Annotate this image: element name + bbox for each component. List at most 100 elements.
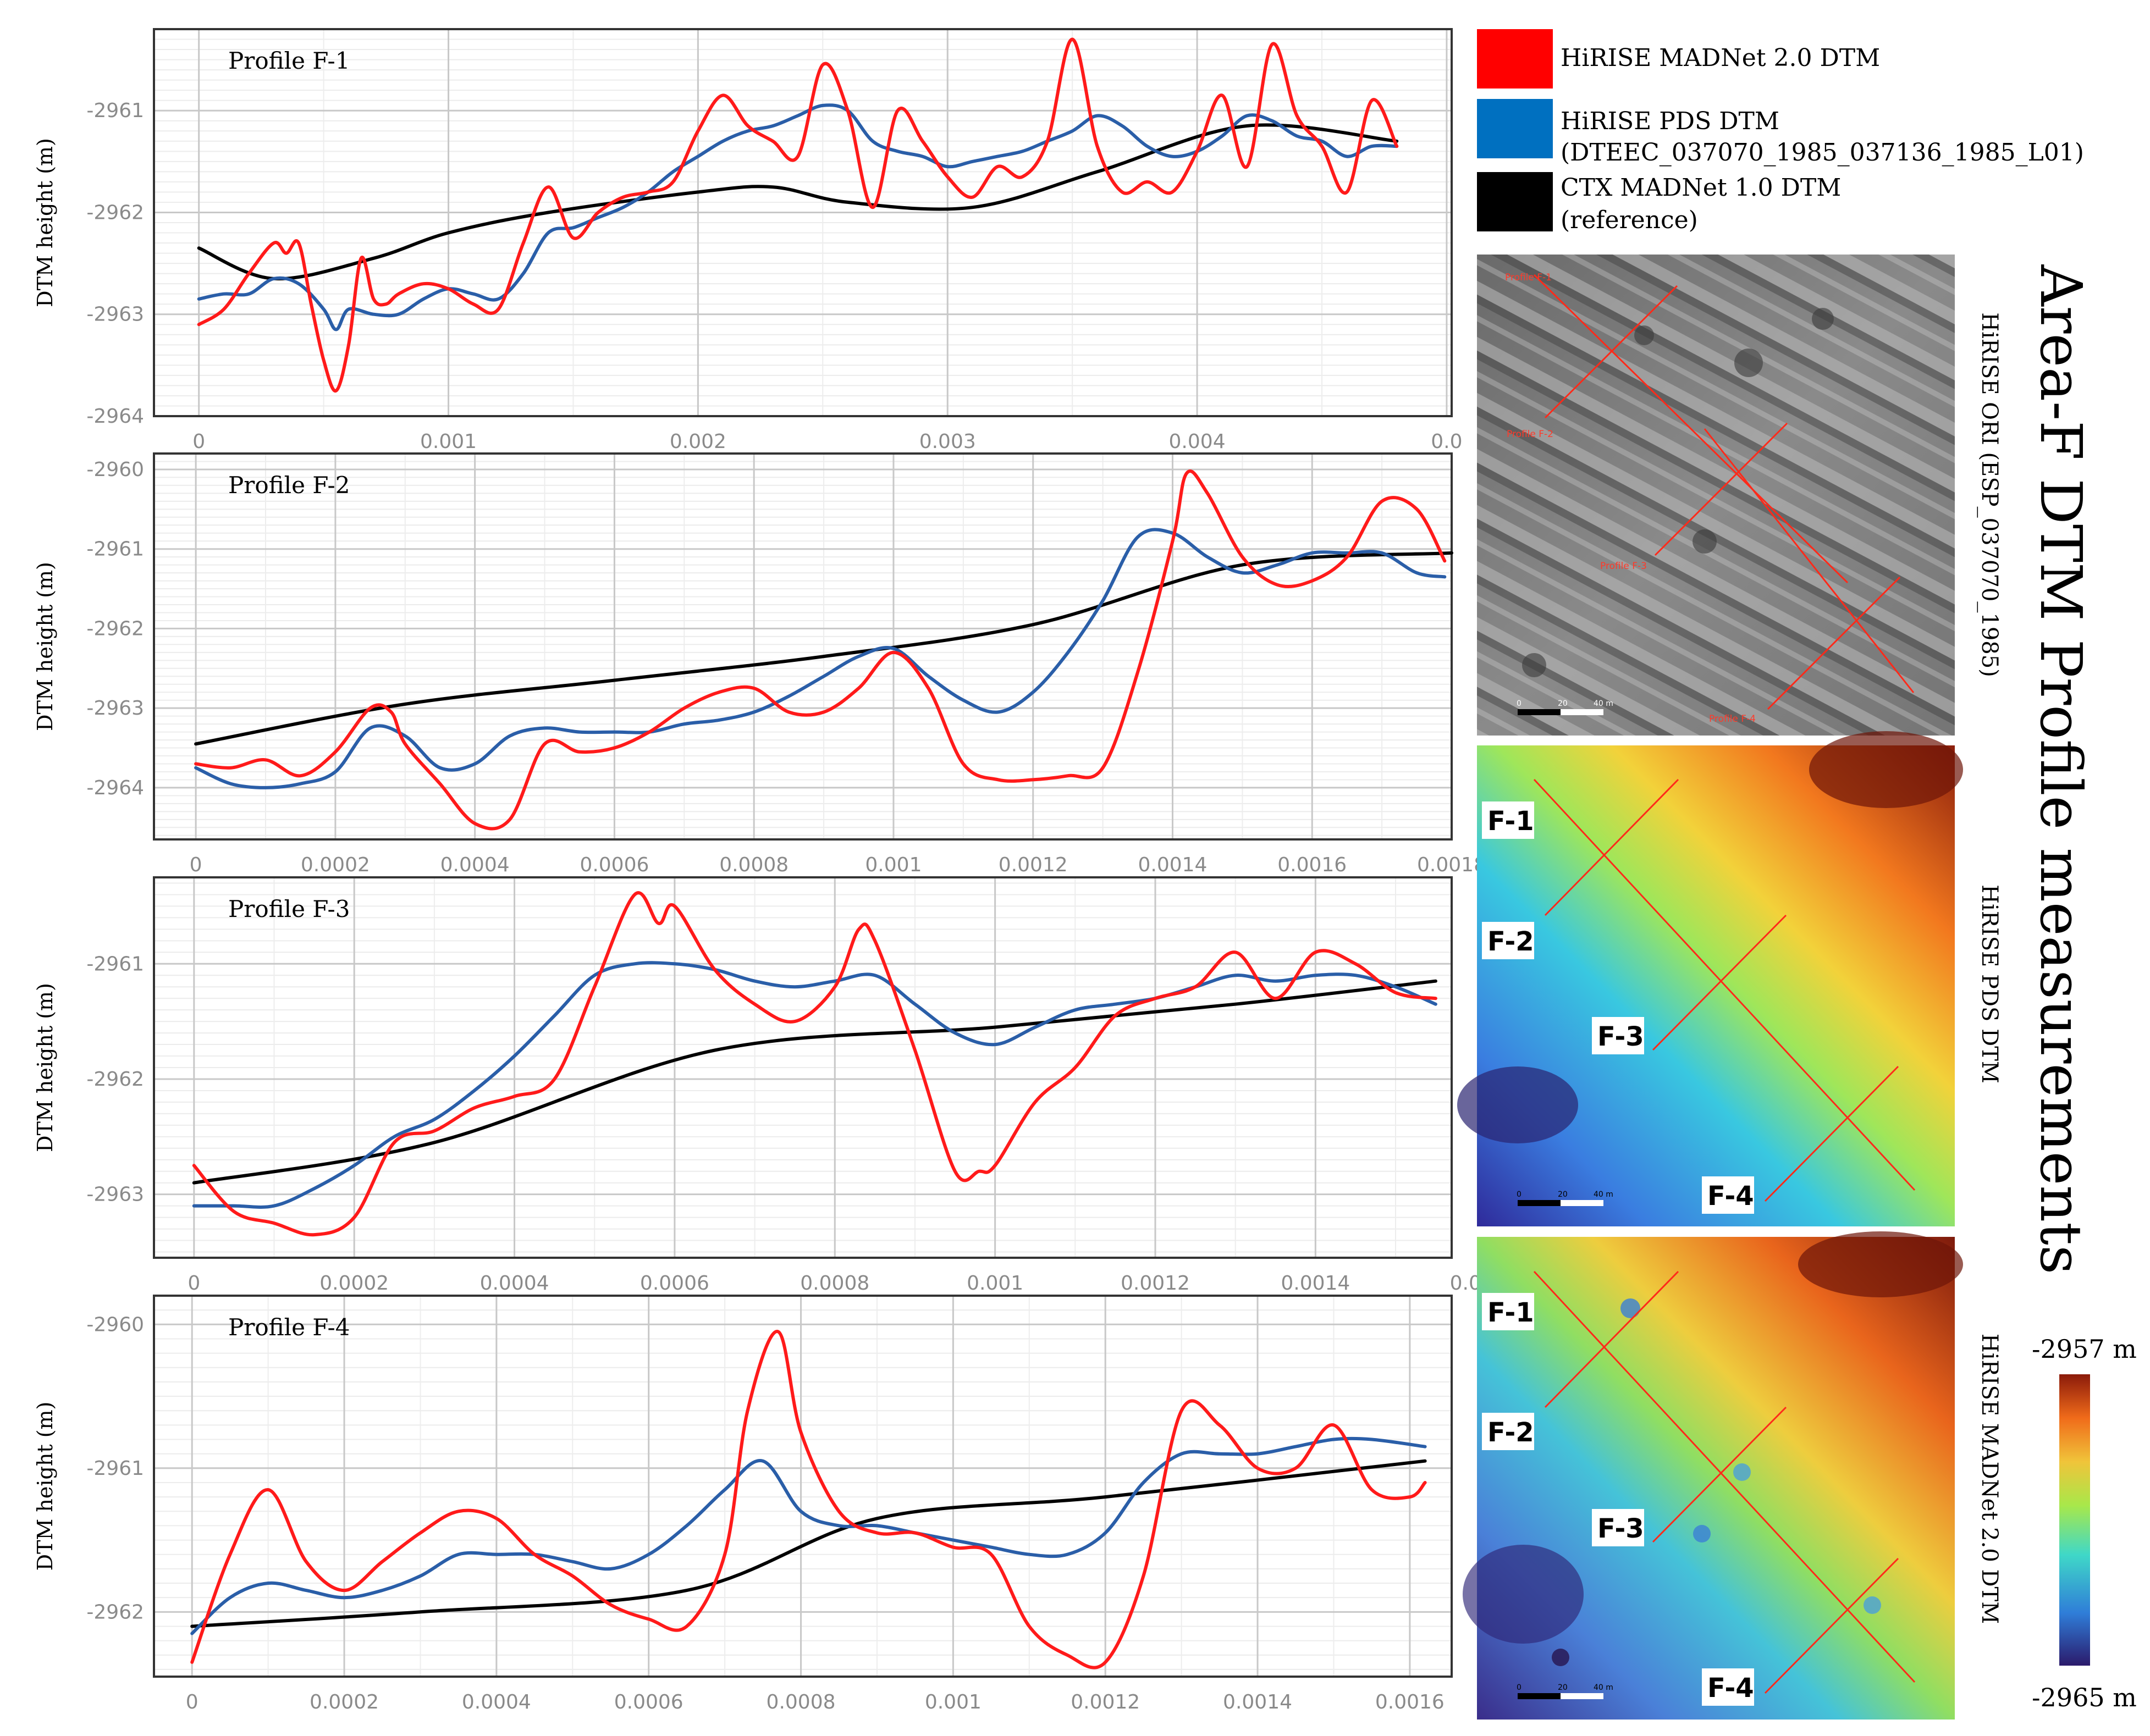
plot-frame [153,28,1453,417]
scale-bar-white [1561,1693,1603,1699]
scale-label-0: 0 [1517,1190,1521,1199]
scale-label-0: 0 [1517,1683,1521,1692]
plot-frame [153,876,1453,1259]
pds-label-box-f3 [1592,1017,1644,1054]
x-tick-label: 0.0004 [462,1691,531,1713]
y-tick-label: -2961 [86,1457,144,1480]
madnet-line [190,1330,1427,1669]
x-tick-label: 0.0012 [999,854,1068,876]
scale-label-40: 40 m [1594,699,1613,708]
y-tick-label: -2960 [86,458,144,481]
pds-label-box-f4 [1702,1176,1754,1214]
plot-frame [153,1295,1453,1678]
high-area [1798,1231,1963,1297]
x-tick-label: 0.0012 [1071,1691,1140,1713]
x-tick-label: 0.001 [865,854,922,876]
map-title-ori: HiRISE ORI (ESP_037070_1985) [1977,312,2002,677]
legend-swatch-pds [1477,99,1553,158]
x-tick-label: 0.0014 [1138,854,1207,876]
madnet-profile-lines [1533,1270,1916,1694]
ori-profile-lines [1533,274,1915,710]
profile-chart-2: -2964 -2963 -2962 -2961 -2960 0 0.0002 0.0004 0.… [33,452,1486,876]
colorbar-min-label: -2965 m [2032,1683,2137,1712]
x-tick-label: 0.003 [919,430,976,453]
y-tick-label: -2962 [86,1068,144,1091]
pds-line [197,103,1399,331]
madnet-label-box-f3 [1592,1509,1644,1546]
profile-title: Profile F-4 [228,1314,350,1341]
pds-line [192,961,1437,1209]
ctx-line [197,123,1399,281]
madnet-line [197,37,1399,392]
pds-line [194,528,1447,789]
pds-label-box-f2 [1482,922,1534,959]
y-axis-label: DTM height (m) [33,562,57,731]
x-tick-label: 0.002 [670,430,726,453]
x-tick-label: 0.0014 [1281,1272,1350,1295]
scale-label-20: 20 [1558,699,1568,708]
scale-label-20: 20 [1558,1683,1568,1692]
y-tick-label: -2963 [86,303,144,326]
x-tick-label: 0.0002 [319,1272,389,1295]
plot-frame [153,452,1453,841]
x-tick-label: 0 [190,854,202,876]
scale-bar-white [1561,1200,1603,1206]
profile-title: Profile F-1 [228,47,350,74]
x-tick-label: 0.001 [420,430,477,453]
y-tick-label: -2963 [86,697,144,720]
colorbar-max-label: -2957 m [2032,1334,2137,1364]
y-tick-label: -2964 [86,777,144,799]
x-tick-label: 0 [186,1691,199,1713]
x-tick-label: 0 [192,430,205,453]
scale-bar-black [1518,709,1561,715]
y-tick-label: -2961 [86,953,144,975]
pds-line [190,1436,1427,1635]
x-tick-label: 0.0016 [1277,854,1347,876]
x-tick-label: 0.0006 [640,1272,709,1295]
profile-title: Profile F-2 [228,472,350,499]
x-tick-label: 0.0008 [719,854,789,876]
scale-bar-black [1518,1693,1561,1699]
ctx-line [190,1459,1427,1628]
pds-profile-lines [1533,778,1916,1202]
legend: HiRISE MADNet 2.0 DTM HiRISE PDS DTM (DT… [1477,29,2084,234]
profile-chart-3: -2963 -2962 -2961 0 0.0002 0.0004 0.0006 0.0008… [33,876,1502,1295]
x-tick-label: 0.0002 [301,854,370,876]
map-madnet-dtm: F-1 F-2 F-3 F-4 0 20 40 m [1463,1231,1963,1720]
map-title-pds: HiRISE PDS DTM [1977,884,2002,1083]
madnet-label-box-f1 [1482,1293,1534,1330]
scale-bar-white [1561,709,1603,715]
x-tick-label: 0.0016 [1375,1691,1445,1713]
x-tick-label: 0 [188,1272,200,1295]
plot-area [154,1296,1452,1677]
high-area [1809,731,1963,808]
y-tick-label: -2964 [86,405,144,428]
x-tick-label: 0.0018 [1417,854,1486,876]
legend-label-pds-id: (DTEEC_037070_1985_037136_1985_L01) [1561,139,2084,167]
x-tick-label: 0.0008 [767,1691,836,1713]
crater [1734,349,1763,377]
pds-label-box-f1 [1482,801,1534,839]
low-area [1457,1066,1578,1143]
legend-label-ctx-ref: (reference) [1561,206,1698,234]
map-ori: Profile F-1 Profile F-2 Profile F-3 Prof… [1477,255,1955,736]
y-tick-label: -2961 [86,538,144,561]
y-axis-label: DTM height (m) [33,138,57,307]
legend-label-madnet2: HiRISE MADNet 2.0 DTM [1561,44,1880,72]
y-tick-label: -2961 [86,99,144,122]
y-axis-label: DTM height (m) [33,1402,57,1571]
x-tick-label: 0.0008 [800,1272,869,1295]
ctx-line [194,551,1453,746]
ori-label-f3: Profile F-3 [1600,561,1647,572]
madnet-label-f2: F-2 [1487,1417,1534,1448]
colorbar: -2957 m -2965 m [2032,1334,2137,1712]
madnet-label-f3: F-3 [1597,1513,1644,1544]
x-tick-label: 0.0002 [310,1691,379,1713]
crater [1864,1596,1881,1614]
pds-label-f3: F-3 [1597,1021,1644,1052]
madnet-label-box-f2 [1482,1413,1534,1450]
profile-charts: -2964 -2963 -2962 -2961 0 0.001 0.002 0.003 0.00… [33,28,1502,1713]
profile-title: Profile F-3 [228,895,350,922]
crater [1693,1525,1711,1543]
